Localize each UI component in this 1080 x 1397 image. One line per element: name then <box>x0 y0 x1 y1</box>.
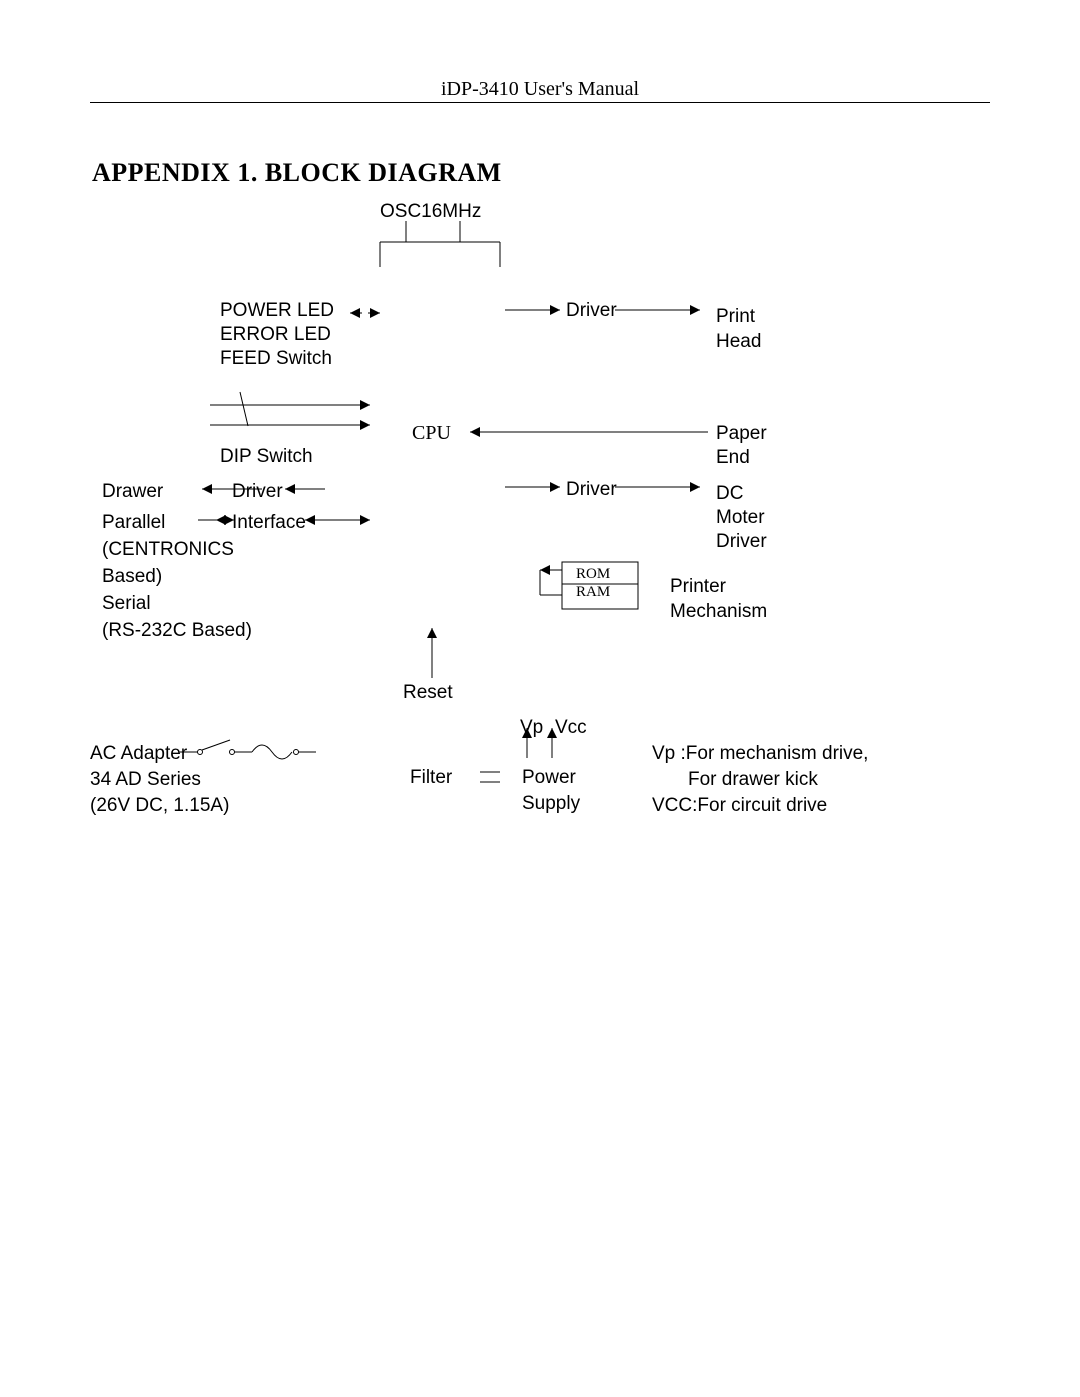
page-header: iDP-3410 User's Manual <box>0 78 1080 101</box>
page-title: APPENDIX 1. BLOCK DIAGRAM <box>92 158 502 188</box>
page: iDP-3410 User's Manual APPENDIX 1. BLOCK… <box>0 0 1080 1397</box>
block-diagram: OSC16MHz POWER LED ERROR LED FEED Switch… <box>90 200 990 840</box>
diagram-svg <box>90 200 990 840</box>
header-rule <box>90 102 990 103</box>
